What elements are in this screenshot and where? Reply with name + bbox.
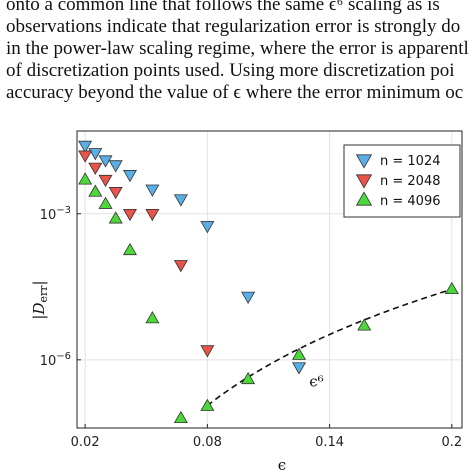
legend-label: n = 1024: [380, 154, 440, 169]
point-series-1: [78, 140, 93, 154]
point-series-1: [173, 194, 188, 207]
paper-text-excerpt: onto a common line that follows the same…: [0, 0, 474, 110]
legend-label: n = 4096: [380, 194, 440, 209]
point-series-3: [357, 318, 372, 331]
point-series-3: [78, 172, 93, 185]
y-axis-label-main: D: [30, 303, 48, 316]
legend-marker: [355, 191, 373, 206]
y-axis-label-bar: |: [30, 315, 48, 320]
x-tick-label: 0.08: [193, 435, 222, 450]
x-tick-label: 0.14: [315, 435, 344, 450]
text-line: in the power-law scaling regime, where t…: [6, 38, 469, 59]
text-line: onto a common line that follows the same…: [6, 0, 440, 15]
point-series-3: [145, 311, 160, 324]
point-series-1: [200, 221, 215, 234]
point-series-3: [88, 184, 103, 197]
legend-label: n = 2048: [380, 174, 440, 189]
point-series-1: [88, 148, 103, 161]
axis-ticks: 0.02 0.08 0.14 0.2 10−3 10−6: [40, 205, 462, 450]
text-line: accuracy beyond the value of ϵ where the…: [6, 82, 464, 103]
point-series-2: [98, 174, 113, 188]
point-series-2: [78, 150, 93, 163]
point-series-1: [292, 362, 307, 375]
point-series-1: [122, 170, 137, 183]
point-series-3: [241, 371, 256, 385]
point-series-1: [241, 291, 256, 304]
fit-line-eps6: [206, 288, 453, 407]
x-tick-label: 0.02: [71, 435, 100, 450]
plot-frame: [76, 130, 463, 429]
point-series-2: [145, 208, 160, 222]
y-tick-label: 10−3: [40, 205, 71, 223]
point-series-2: [200, 345, 215, 358]
point-series-3: [98, 196, 113, 209]
point-series-3: [292, 347, 307, 360]
point-series-2: [108, 187, 123, 200]
y-axis-label-bar: |: [30, 280, 48, 285]
point-series-2: [173, 260, 188, 273]
x-tick-label: 0.2: [441, 435, 462, 450]
legend: n = 1024 n = 2048 n = 4096: [343, 144, 461, 218]
text-line: of discretization points used. Using mor…: [6, 60, 455, 81]
y-tick-label: 10−6: [40, 351, 71, 369]
x-axis-label: ϵ: [278, 456, 286, 474]
y-axis-label-text: |Derr|: [30, 280, 50, 319]
point-series-1: [145, 184, 160, 197]
legend-marker: [355, 174, 373, 189]
point-series-3: [173, 410, 188, 424]
point-series-2: [88, 162, 103, 175]
point-series-2: [122, 208, 137, 222]
legend-marker: [355, 154, 373, 169]
y-axis-label: |Derr|: [30, 280, 50, 319]
point-series-1: [108, 160, 123, 173]
y-axis-label-sub: err: [37, 285, 50, 303]
fit-line-label: ϵ⁶: [309, 373, 323, 391]
point-series-1: [98, 155, 113, 168]
point-series-3: [108, 211, 123, 224]
point-series-3: [444, 281, 459, 295]
point-series-3: [122, 242, 137, 256]
data-points: [78, 140, 459, 424]
point-series-3: [200, 398, 215, 411]
text-line: observations indicate that regularizatio…: [6, 16, 461, 37]
